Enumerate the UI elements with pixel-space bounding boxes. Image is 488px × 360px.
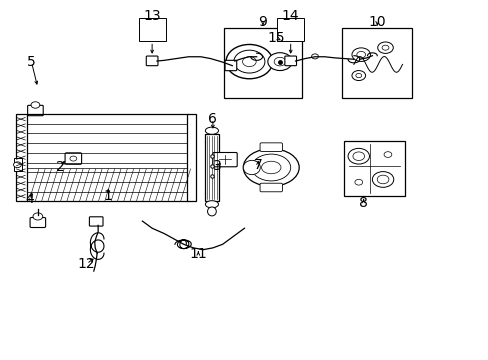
Circle shape: [225, 45, 272, 79]
Circle shape: [242, 57, 256, 67]
Text: 1: 1: [104, 189, 113, 203]
Ellipse shape: [251, 154, 290, 181]
Circle shape: [31, 102, 40, 108]
FancyBboxPatch shape: [212, 153, 237, 167]
Circle shape: [356, 51, 365, 58]
FancyBboxPatch shape: [28, 105, 43, 116]
FancyBboxPatch shape: [285, 56, 296, 66]
Circle shape: [347, 148, 369, 164]
Bar: [341, 28, 411, 98]
FancyBboxPatch shape: [260, 183, 282, 192]
Text: 15: 15: [267, 31, 285, 45]
Text: 6: 6: [208, 112, 217, 126]
Ellipse shape: [243, 160, 260, 175]
Circle shape: [355, 73, 361, 78]
Circle shape: [33, 213, 42, 220]
Text: 13: 13: [143, 9, 161, 23]
Ellipse shape: [205, 201, 218, 208]
Ellipse shape: [243, 149, 299, 186]
Bar: [16, 114, 27, 202]
Bar: [138, 18, 165, 41]
Circle shape: [274, 57, 285, 66]
Bar: [14, 158, 22, 171]
Bar: [344, 141, 404, 196]
Ellipse shape: [207, 207, 216, 216]
FancyBboxPatch shape: [65, 153, 81, 164]
Bar: [187, 114, 196, 202]
Circle shape: [233, 50, 264, 73]
Circle shape: [381, 45, 388, 50]
Circle shape: [372, 172, 393, 187]
Text: 10: 10: [367, 15, 385, 29]
Circle shape: [383, 152, 391, 157]
Circle shape: [351, 71, 365, 81]
Text: 2: 2: [56, 160, 65, 174]
Circle shape: [70, 156, 77, 161]
FancyBboxPatch shape: [89, 217, 103, 226]
Circle shape: [267, 53, 291, 71]
Text: 3: 3: [213, 159, 222, 174]
Text: 12: 12: [78, 257, 95, 271]
FancyBboxPatch shape: [260, 143, 282, 152]
Text: 8: 8: [359, 195, 367, 210]
Text: 4: 4: [25, 192, 34, 206]
Text: 7: 7: [253, 158, 262, 172]
Circle shape: [351, 48, 370, 62]
Circle shape: [14, 162, 21, 168]
Text: 9: 9: [258, 15, 267, 29]
Bar: [204, 134, 219, 202]
Circle shape: [377, 42, 392, 53]
Text: 5: 5: [27, 55, 36, 69]
Circle shape: [354, 179, 362, 185]
Circle shape: [376, 175, 388, 184]
Circle shape: [311, 54, 318, 59]
Ellipse shape: [261, 161, 281, 174]
Text: 14: 14: [281, 9, 299, 23]
FancyBboxPatch shape: [146, 56, 158, 66]
Ellipse shape: [205, 127, 218, 134]
Bar: [277, 18, 304, 41]
Bar: [224, 28, 301, 98]
FancyBboxPatch shape: [30, 217, 45, 228]
FancyBboxPatch shape: [224, 60, 236, 71]
Text: 11: 11: [189, 247, 207, 261]
Circle shape: [352, 152, 364, 161]
